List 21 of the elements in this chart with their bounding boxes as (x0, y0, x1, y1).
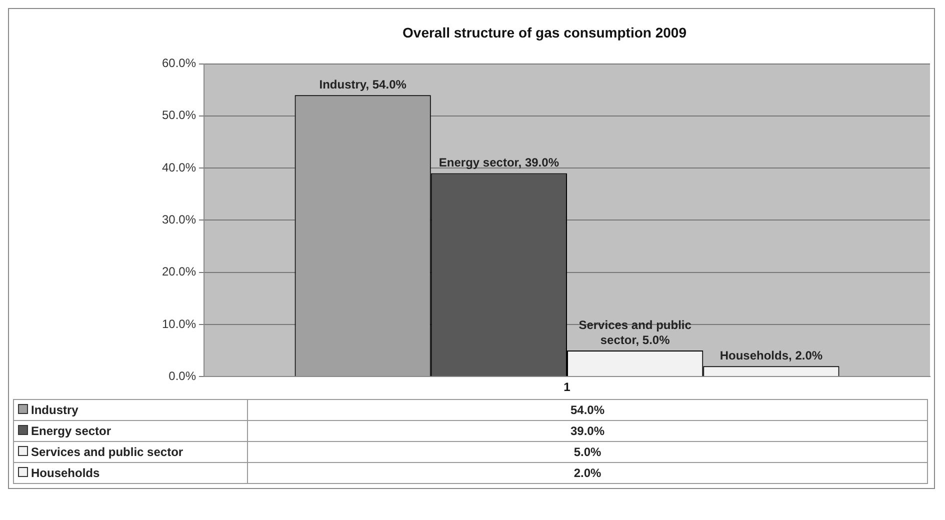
data-label: Households, 2.0% (720, 348, 823, 362)
text: 39.0% (248, 420, 928, 442)
text: 2.0% (248, 462, 928, 484)
legend-label: Industry (14, 400, 248, 420)
y-tick-label: 60.0% (162, 56, 196, 70)
data-label: Energy sector, 39.0% (438, 156, 560, 170)
data-label: Services and public sector, 5.0% (578, 318, 692, 347)
text: 54.0% (248, 400, 928, 420)
y-tick-label: 50.0% (162, 108, 196, 122)
x-tick-label: 1 (564, 380, 571, 394)
y-tick-label: 20.0% (162, 264, 196, 279)
chart-title: Overall structure of gas consumption 2009 (402, 24, 687, 40)
y-tick-label: 10.0% (162, 316, 196, 331)
legend-label: Households (14, 462, 248, 484)
legend-label: Services and public sector (14, 442, 248, 462)
y-tick-label: 0.0% (168, 368, 196, 383)
data-label: Industry, 54.0% (319, 77, 407, 92)
text: 5.0% (248, 442, 928, 462)
legend-label: Energy sector (14, 420, 248, 442)
y-tick-label: 40.0% (162, 160, 196, 174)
y-tick-label: 30.0% (162, 212, 196, 227)
